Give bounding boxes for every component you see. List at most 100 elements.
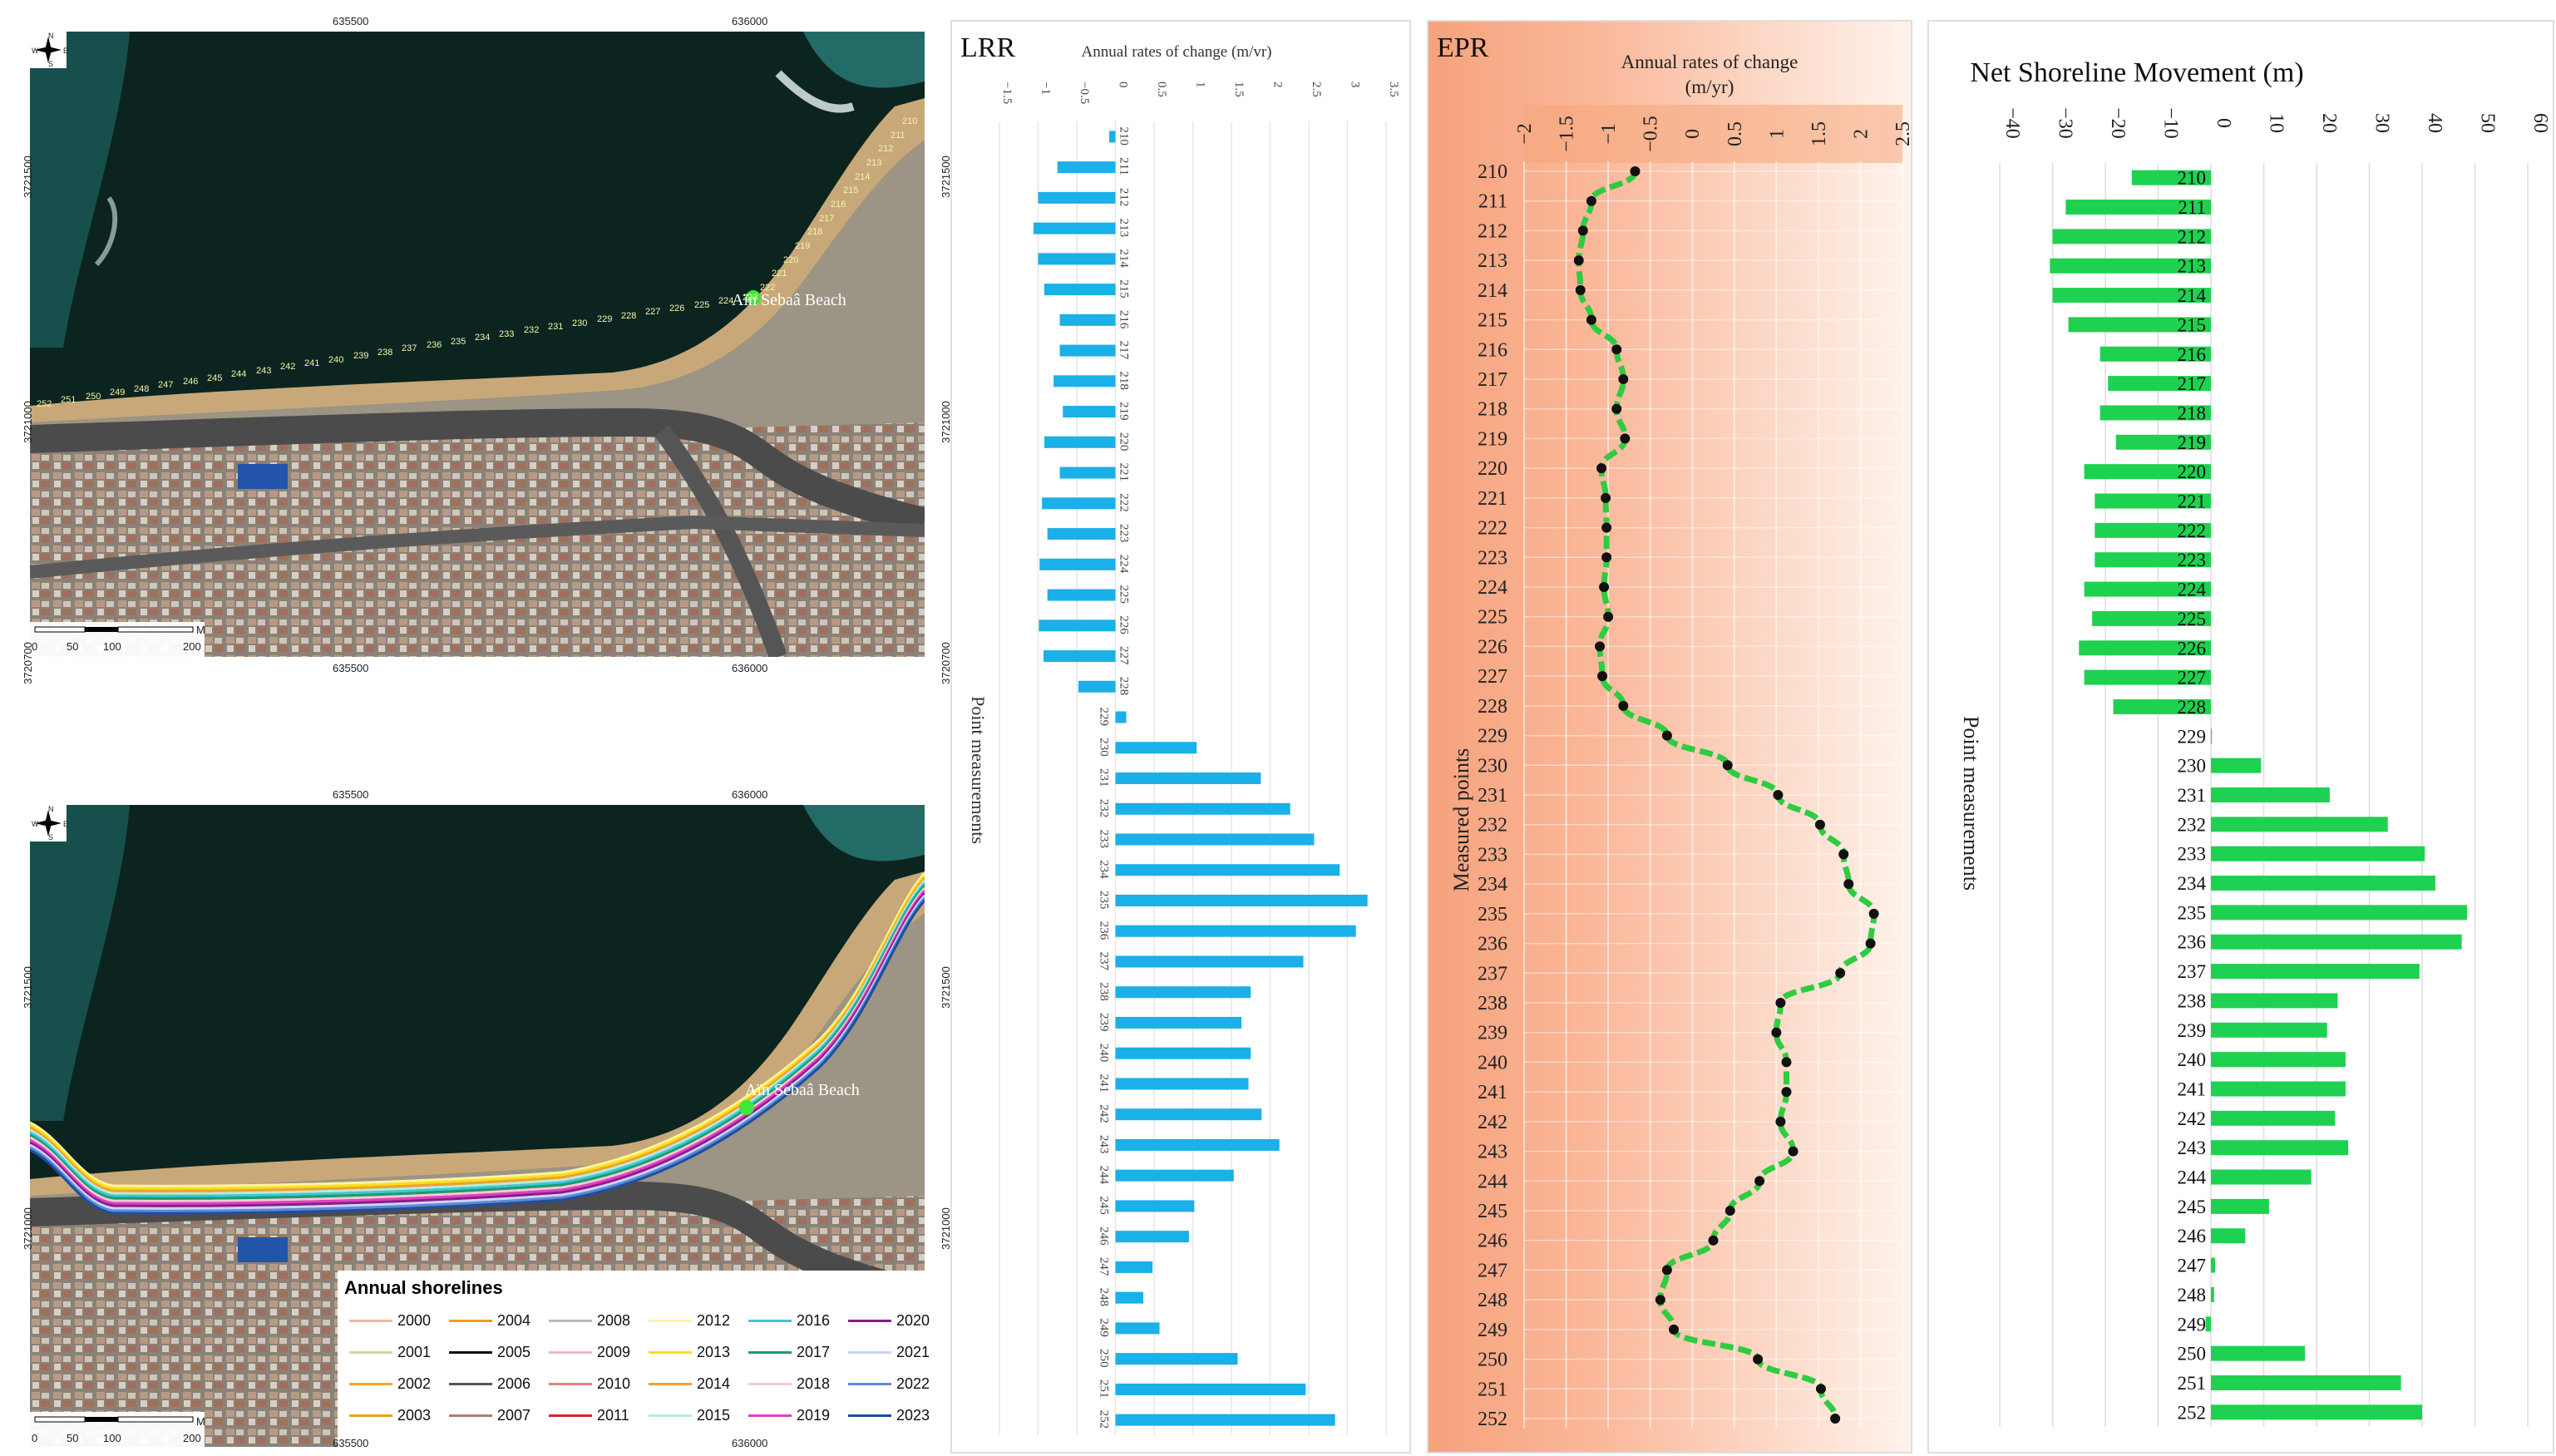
transect-point-label: 232 bbox=[524, 325, 540, 335]
scale-label-200-bottom: 200 bbox=[183, 1432, 201, 1444]
nsm-bar bbox=[2113, 698, 2211, 714]
transect-point-label: 220 bbox=[783, 255, 799, 265]
epr-category-label: 222 bbox=[1478, 518, 1507, 540]
epr-x-tick-label: −2 bbox=[1514, 123, 1536, 145]
transect-point-label: 217 bbox=[819, 214, 835, 224]
annual-shoreline-lines bbox=[30, 871, 925, 1215]
epr-category-label: 225 bbox=[1478, 607, 1507, 629]
lrr-category-label: 212 bbox=[1118, 188, 1131, 207]
nsm-category-label: 237 bbox=[2178, 961, 2207, 982]
nsm-bar bbox=[2211, 1404, 2422, 1420]
transect-point-label: 250 bbox=[86, 392, 101, 402]
shoreline-2018 bbox=[30, 886, 925, 1202]
lrr-category-label: 221 bbox=[1118, 463, 1131, 482]
epr-category-label: 214 bbox=[1478, 280, 1507, 302]
legend-swatch bbox=[649, 1383, 692, 1385]
epr-point bbox=[1753, 1354, 1764, 1365]
transect-point-label: 227 bbox=[645, 307, 661, 317]
lrr-x-tick-label: 0.5 bbox=[1155, 81, 1168, 97]
lrr-bar bbox=[1115, 955, 1304, 968]
nsm-x-tick-label: −40 bbox=[2001, 107, 2023, 139]
transect-point-label: 222 bbox=[760, 283, 776, 293]
transect-point-label: 228 bbox=[621, 311, 637, 321]
legend-swatch bbox=[848, 1320, 891, 1322]
nsm-bar bbox=[2131, 170, 2211, 185]
nsm-bar bbox=[2211, 1257, 2216, 1273]
legend-label: 2013 bbox=[697, 1344, 731, 1360]
nsm-title: Net Shoreline Movement (m) bbox=[1970, 57, 2303, 88]
legend-label: 2002 bbox=[397, 1375, 432, 1392]
nsm-bar bbox=[2100, 346, 2211, 362]
epr-point bbox=[1601, 492, 1611, 503]
nsm-category-label: 232 bbox=[2178, 814, 2207, 835]
legend-label: 2016 bbox=[797, 1312, 831, 1329]
lrr-bar bbox=[1115, 1383, 1306, 1395]
lrr-category-label: 236 bbox=[1098, 921, 1111, 940]
scale-label-0-bottom: 0 bbox=[32, 1432, 38, 1444]
nsm-bar bbox=[2211, 964, 2420, 980]
epr-category-label: 246 bbox=[1478, 1231, 1507, 1252]
nsm-bar bbox=[2068, 317, 2211, 333]
epr-point bbox=[1595, 641, 1605, 652]
nsm-bar bbox=[2084, 464, 2211, 480]
epr-point bbox=[1830, 1414, 1841, 1424]
nsm-bar bbox=[2211, 1140, 2349, 1156]
lrr-bar bbox=[1044, 436, 1116, 448]
compass-n-bottom: N bbox=[48, 805, 54, 813]
lrr-chart: LRR Annual rates of change (m/vr) Point … bbox=[950, 20, 1411, 1454]
epr-point bbox=[1722, 760, 1733, 771]
scale-bar-bottom bbox=[30, 1412, 205, 1447]
transect-point-label: 248 bbox=[134, 384, 150, 394]
nsm-x-tick-label: 60 bbox=[2529, 113, 2551, 133]
lrr-x-tick-label: 1 bbox=[1194, 81, 1207, 88]
nsm-bar bbox=[2211, 1375, 2401, 1390]
legend-label: 2011 bbox=[597, 1407, 629, 1424]
compass-rose-icon bbox=[30, 32, 67, 68]
transect-point-label: 238 bbox=[377, 348, 393, 358]
legend-label: 2004 bbox=[497, 1312, 531, 1329]
epr-point bbox=[1575, 284, 1586, 295]
nsm-category-label: 215 bbox=[2178, 314, 2207, 335]
lrr-category-label: 248 bbox=[1098, 1288, 1111, 1307]
epr-category-label: 226 bbox=[1478, 636, 1507, 658]
epr-point bbox=[1603, 611, 1614, 622]
satellite-image-top bbox=[30, 32, 925, 657]
epr-point bbox=[1815, 1384, 1826, 1394]
shoreline-2019 bbox=[30, 889, 925, 1205]
epr-title: EPR bbox=[1437, 32, 1489, 63]
lrr-bar bbox=[1115, 1138, 1280, 1151]
epr-point bbox=[1843, 879, 1854, 890]
epr-category-label: 250 bbox=[1478, 1350, 1507, 1371]
nsm-category-label: 241 bbox=[2178, 1078, 2207, 1099]
nsm-x-tick-label: −10 bbox=[2160, 107, 2182, 139]
scale-label-50-bottom: 50 bbox=[67, 1432, 79, 1444]
legend-swatch bbox=[848, 1383, 891, 1385]
nsm-ylabel: Point measurements bbox=[1959, 716, 1983, 891]
nsm-bar bbox=[2052, 288, 2211, 304]
map-top-xtick-bottom-2: 636000 bbox=[732, 662, 768, 674]
epr-axis-band bbox=[1524, 105, 1902, 163]
legend-swatch bbox=[748, 1351, 792, 1354]
epr-x-tick-label: −1 bbox=[1598, 123, 1620, 145]
legend-swatch bbox=[449, 1414, 492, 1417]
nsm-chart-svg: Net Shoreline Movement (m) Point measure… bbox=[1959, 57, 2551, 1427]
lrr-category-label: 226 bbox=[1118, 615, 1131, 634]
shoreline-2020 bbox=[30, 891, 925, 1207]
epr-point bbox=[1618, 700, 1629, 711]
epr-category-label: 249 bbox=[1478, 1320, 1507, 1341]
compass-e-bottom: E bbox=[63, 820, 69, 828]
legend-label: 2022 bbox=[896, 1375, 930, 1392]
transect-point-label: 231 bbox=[548, 322, 564, 332]
lrr-bar bbox=[1115, 894, 1368, 906]
lrr-xlabel: Annual rates of change (m/vr) bbox=[1082, 43, 1272, 61]
lrr-category-label: 242 bbox=[1098, 1104, 1111, 1123]
lrr-category-label: 214 bbox=[1118, 249, 1131, 268]
lrr-bar bbox=[1115, 1169, 1234, 1182]
nsm-bar bbox=[2211, 758, 2262, 773]
lrr-bar bbox=[1044, 650, 1116, 663]
lrr-bar bbox=[1059, 344, 1116, 357]
transect-point-label: 243 bbox=[256, 366, 272, 376]
scale-label-200: 200 bbox=[183, 640, 201, 653]
transect-point-label: 247 bbox=[158, 380, 174, 390]
epr-category-label: 247 bbox=[1478, 1260, 1507, 1281]
